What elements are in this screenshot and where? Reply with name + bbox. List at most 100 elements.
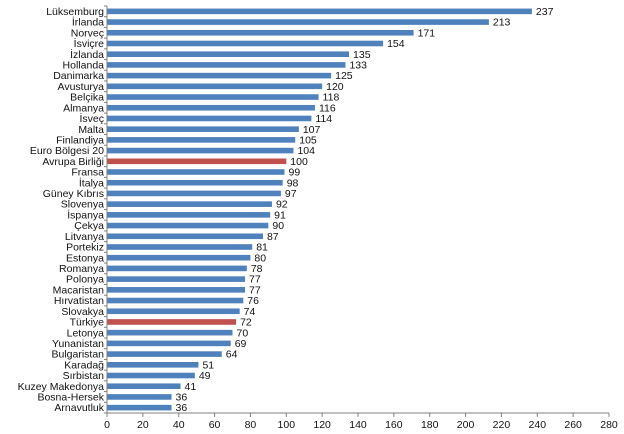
bar-c33 [107,362,199,368]
bar-c29 [107,319,237,325]
category-label: Letonya [67,327,105,339]
category-label: İzlanda [70,48,104,61]
bar-c15 [107,169,285,175]
value-label: 81 [256,242,268,254]
category-label: Karadağ [64,359,104,371]
category-label: Çekya [74,220,104,232]
bar-c27 [107,297,244,304]
category-label: Malta [78,124,104,136]
value-label: 120 [326,81,344,93]
category-label: Hırvatistan [54,295,104,307]
bar-c25 [107,276,246,282]
x-tick-label: 240 [529,419,547,431]
value-label: 76 [247,295,259,307]
category-label: Estonya [66,252,104,264]
x-tick-label: 80 [245,419,257,431]
value-label: 69 [235,338,247,350]
bar-c9 [107,104,315,111]
bar-c35 [107,383,181,390]
bar-c18 [107,201,272,207]
category-label: Euro Bölgesi 20 [30,145,104,157]
bar-c37 [107,404,172,411]
value-label: 118 [323,92,340,104]
bar-c28 [107,308,240,315]
category-label: Lüksemburg [46,6,104,18]
x-tick-label: 60 [209,419,221,431]
value-label: 77 [249,274,261,286]
value-label: 116 [319,102,336,114]
category-label: Romanya [59,263,104,275]
bar-c1 [107,19,489,25]
value-label: 36 [176,402,188,414]
category-label: Almanya [63,102,104,114]
bar-c0 [107,8,532,15]
value-label: 80 [254,252,266,264]
x-tick-label: 200 [457,419,475,431]
category-label: Norveç [71,27,104,39]
category-label: Finlandiya [56,134,104,146]
value-label: 100 [290,156,308,168]
bar-c3 [107,40,384,47]
x-tick-label: 40 [173,419,185,431]
value-label: 105 [299,134,317,146]
value-label: 49 [199,370,211,382]
x-tick-label: 0 [104,419,110,431]
value-label: 41 [185,381,197,393]
bar-c36 [107,394,172,400]
value-label: 91 [274,209,286,221]
x-tick-label: 120 [313,419,331,431]
value-label: 104 [297,145,315,157]
value-label: 78 [251,263,263,275]
x-tick-label: 280 [600,419,618,431]
category-label: Danimarka [53,70,104,82]
value-label: 99 [288,167,300,179]
category-label: Slovakya [61,306,104,318]
category-label: Yunanistan [52,338,104,350]
value-label: 64 [226,349,238,361]
value-label: 87 [267,231,279,243]
bar-c5 [107,62,346,68]
category-label: Belçika [70,92,104,104]
bar-c20 [107,222,269,229]
value-label: 72 [240,317,252,329]
value-label: 70 [237,327,249,339]
value-label: 51 [202,359,214,371]
bar-c30 [107,329,233,336]
bar-c32 [107,351,222,357]
bar-c21 [107,233,263,240]
category-label: Macaristan [53,284,105,296]
category-label: Arnavutluk [54,402,104,414]
category-label: Hollanda [63,60,105,72]
bar-c16 [107,179,283,186]
value-label: 74 [244,306,256,318]
x-tick-label: 220 [493,419,511,431]
category-label: Türkiye [70,317,105,329]
bar-c34 [107,372,195,379]
value-label: 125 [335,70,353,82]
bar-c19 [107,212,271,218]
bar-c17 [107,190,281,197]
category-label: Litvanya [65,231,104,243]
bar-c2 [107,29,414,36]
value-labels: 2372131711541351331251201181161141071051… [176,6,554,414]
bar-c14 [107,158,287,165]
category-label: Bosna-Hersek [37,392,104,404]
category-label: Güney Kıbrıs [43,188,104,200]
x-tick-label: 140 [349,419,367,431]
value-label: 36 [176,392,188,404]
bar-c8 [107,94,319,100]
category-labels: LüksemburgİrlandaNorveçİsviçreİzlandaHol… [18,6,105,414]
category-label: Slovenya [61,199,104,211]
value-label: 107 [303,124,321,136]
value-label: 237 [536,6,554,18]
bars-group [107,8,532,411]
bar-c7 [107,83,323,90]
bar-c23 [107,254,251,261]
category-label: Bulgaristan [51,349,104,361]
x-tick-label: 160 [385,419,403,431]
bar-c11 [107,126,299,132]
value-label: 92 [276,199,288,211]
bar-c13 [107,147,294,154]
bar-c24 [107,265,247,272]
